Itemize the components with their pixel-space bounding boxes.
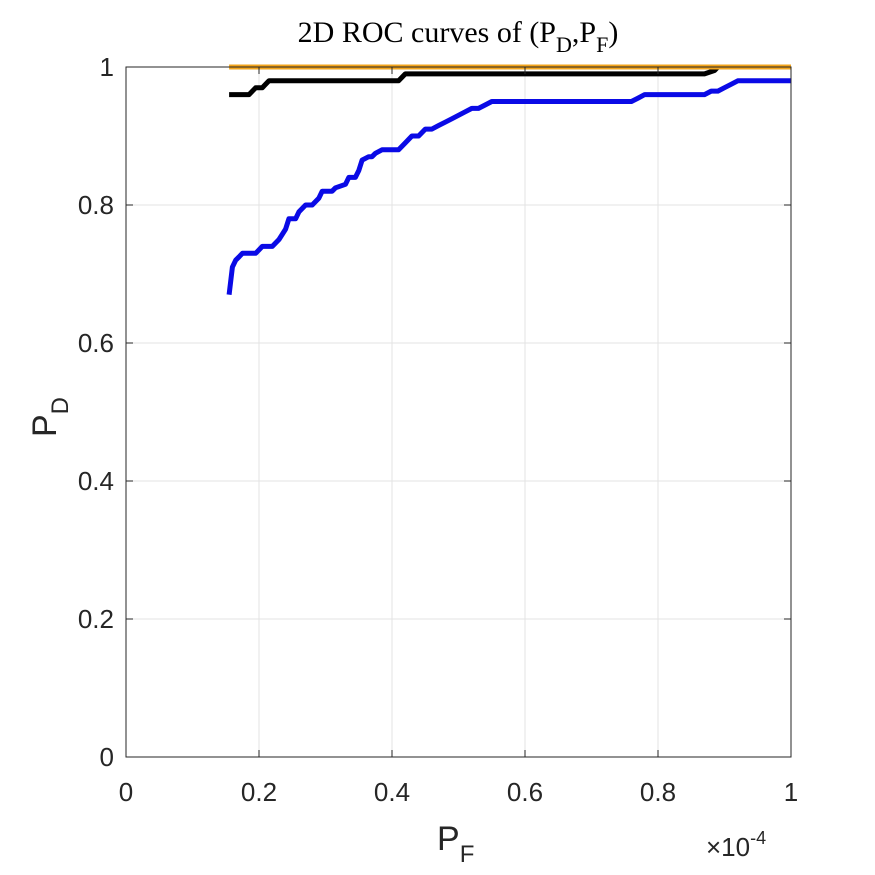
ticks: 0 0.2 0.4 0.6 0.8 1 0 0.2 0.4 0.6 0.8 1 [78,52,798,807]
y-axis-label: PD [26,397,74,437]
x-tick-label: 1 [784,777,798,807]
axes-box [125,66,792,758]
chart-title: 2D ROC curves of (PD,PF) [298,16,619,57]
y-tick-label: 1 [100,52,114,82]
x-exponent-label: ×10-4 [706,828,766,862]
x-tick-label: 0.2 [241,777,277,807]
series-line-blue [226,78,791,295]
y-tick-label: 0.6 [78,328,114,358]
x-tick-label: 0.8 [640,777,676,807]
y-tick-label: 0 [100,742,114,772]
y-tick-label: 0.2 [78,604,114,634]
y-tick-label: 0.8 [78,190,114,220]
x-tick-label: 0 [119,777,133,807]
y-tick-label: 0.4 [78,466,114,496]
series-line-black [229,65,720,98]
plot-area [126,67,791,757]
x-axis-label: PF [437,820,474,868]
x-tick-label: 0.6 [507,777,543,807]
x-tick-label: 0.4 [374,777,410,807]
